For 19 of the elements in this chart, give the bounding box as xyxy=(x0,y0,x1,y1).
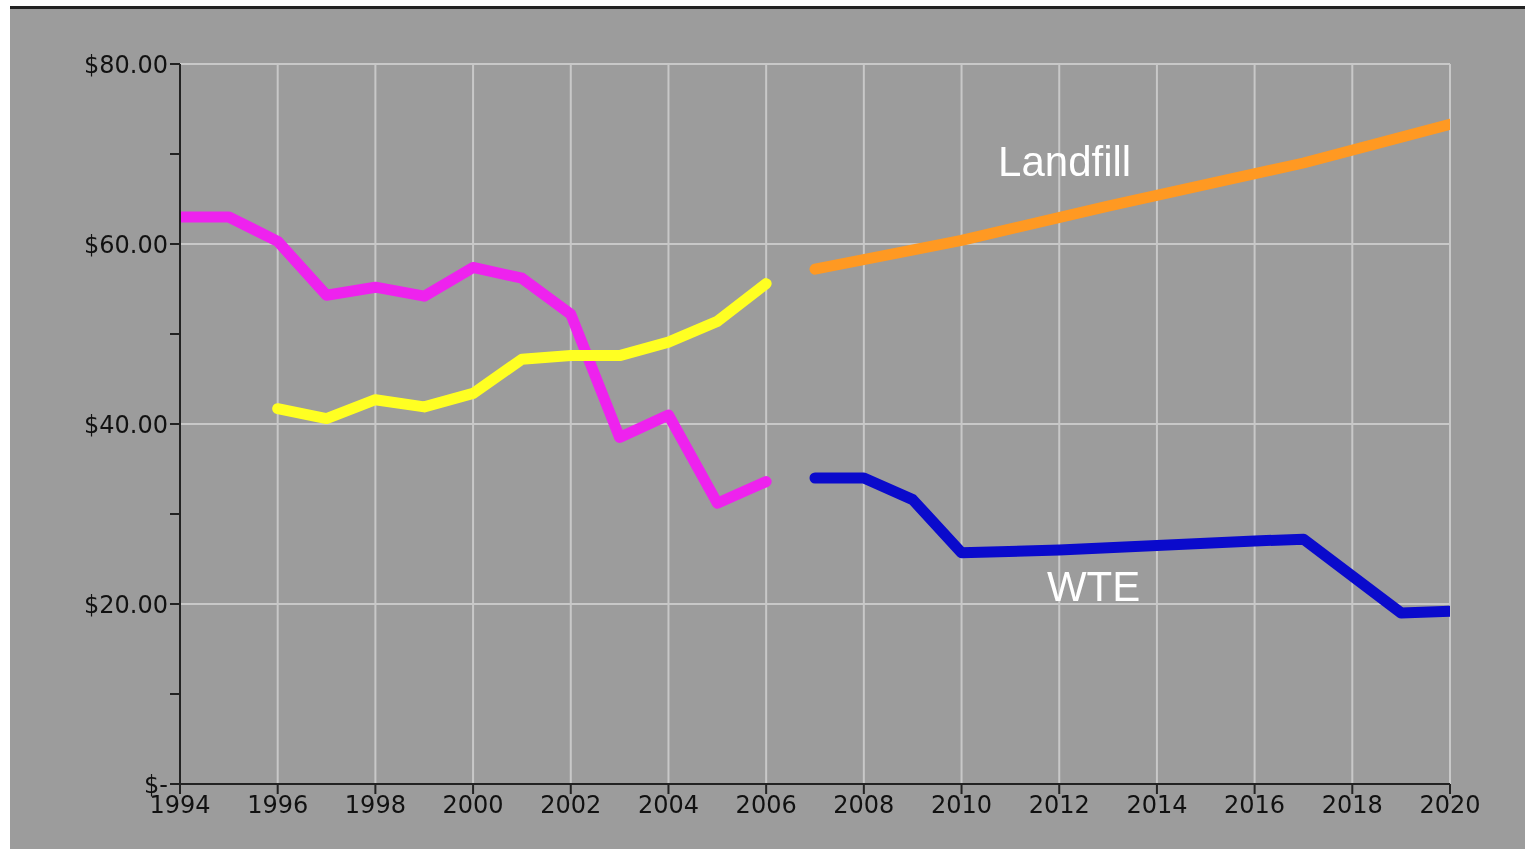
x-tick-label: 2014 xyxy=(1126,791,1188,820)
x-tick-label: 1998 xyxy=(344,791,406,820)
x-tick-label: 2002 xyxy=(540,791,602,820)
x-tick-label: 2012 xyxy=(1028,791,1090,820)
x-tick-label: 2018 xyxy=(1321,791,1383,820)
y-tick-label: $20.00 xyxy=(84,590,168,619)
x-tick-label: 2010 xyxy=(931,791,993,820)
x-tick-label: 2020 xyxy=(1419,791,1481,820)
y-tick-label: $80.00 xyxy=(84,50,168,79)
x-tick-label: 2006 xyxy=(735,791,797,820)
x-tick-label: 2004 xyxy=(637,791,699,820)
x-tick-label: 1996 xyxy=(247,791,309,820)
x-tick-label: 2000 xyxy=(442,791,504,820)
y-tick-label: $40.00 xyxy=(84,410,168,439)
series-label: WTE xyxy=(1046,562,1141,610)
x-tick-label: 2008 xyxy=(833,791,895,820)
series-label: Landfill xyxy=(998,138,1132,186)
x-tick-label: 2016 xyxy=(1224,791,1286,820)
y-tick-label: $60.00 xyxy=(84,230,168,259)
